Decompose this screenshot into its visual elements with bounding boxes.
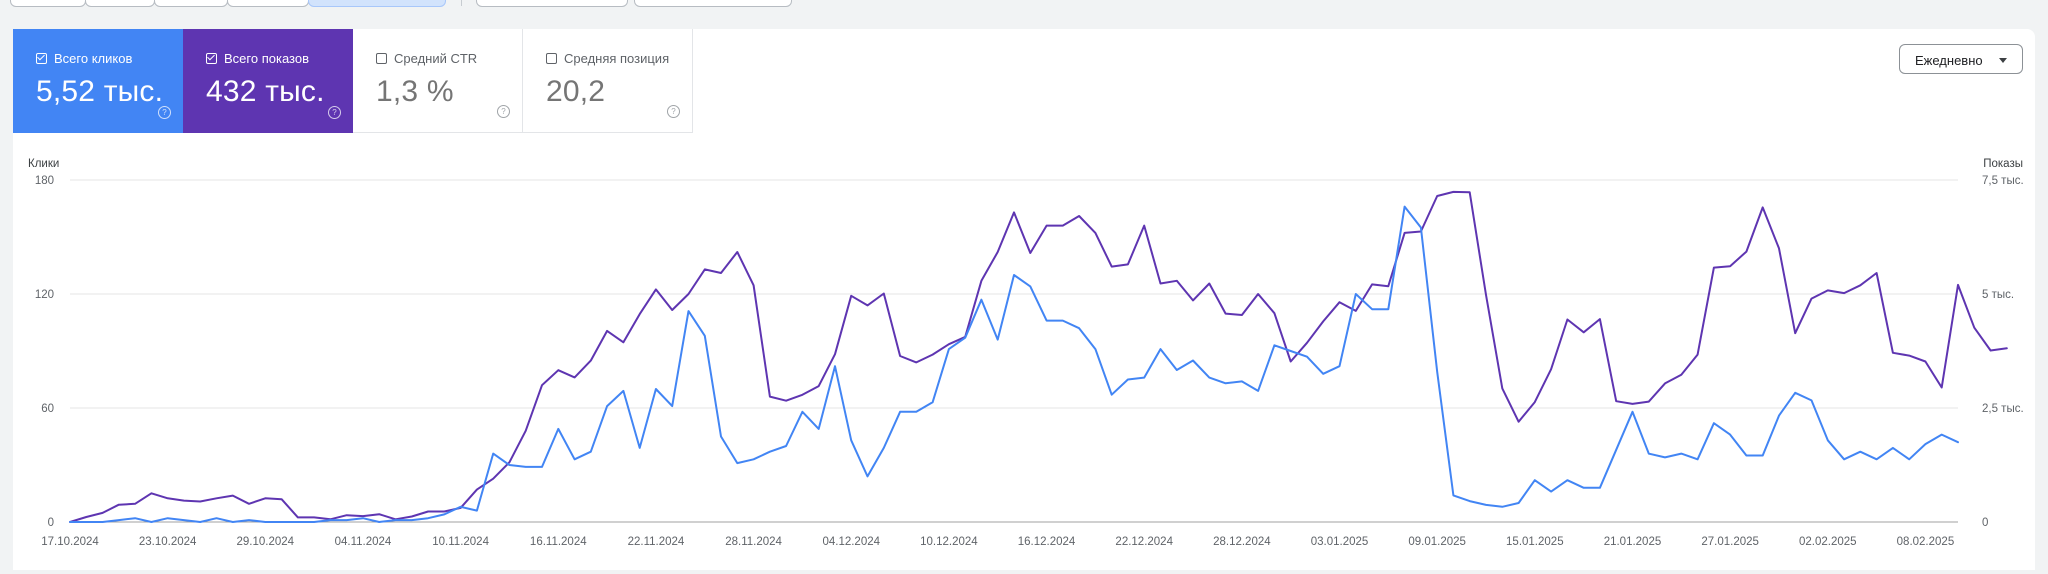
toolbar-divider <box>461 0 462 6</box>
y-right-tick-label: 7,5 тыс. <box>1982 175 2024 187</box>
y-right-axis-title: Показы <box>1983 158 2023 170</box>
metric-tile-impressions[interactable]: Всего показов 432 тыс. ? <box>183 29 353 133</box>
metric-value: 5,52 тыс. <box>36 75 164 108</box>
checkbox-checked-icon[interactable] <box>206 52 217 64</box>
x-tick-label: 09.01.2025 <box>1408 536 1466 548</box>
x-tick-label: 16.12.2024 <box>1018 536 1076 548</box>
x-tick-label: 29.10.2024 <box>237 536 295 548</box>
x-tick-label: 16.11.2024 <box>530 536 587 548</box>
x-tick-label: 28.11.2024 <box>725 536 782 548</box>
period-dropdown-label: Ежедневно <box>1915 53 1983 68</box>
x-tick-label: 27.01.2025 <box>1701 536 1759 548</box>
metric-value: 20,2 <box>546 75 606 108</box>
checkbox-checked-icon[interactable] <box>36 52 47 64</box>
top-toolbar-strip <box>0 0 2048 12</box>
performance-card: Всего кликов 5,52 тыс. ? Всего показов 4… <box>13 29 2035 570</box>
checkbox-unchecked-icon[interactable] <box>376 53 387 64</box>
y-left-tick-label: 180 <box>35 175 54 187</box>
y-right-tick-label: 2,5 тыс. <box>1982 403 2024 415</box>
y-left-tick-label: 0 <box>48 517 54 529</box>
x-tick-label: 04.12.2024 <box>822 536 880 548</box>
x-tick-label: 21.01.2025 <box>1604 536 1662 548</box>
metric-label: Всего показов <box>224 51 309 66</box>
metric-tile-position[interactable]: Средняя позиция 20,2 ? <box>523 29 693 133</box>
x-tick-label: 22.11.2024 <box>628 536 685 548</box>
checkbox-unchecked-icon[interactable] <box>546 53 557 64</box>
metric-label: Всего кликов <box>54 51 133 66</box>
clicks-series-line <box>69 205 1959 523</box>
x-tick-label: 02.02.2025 <box>1799 536 1857 548</box>
x-tick-label: 10.12.2024 <box>920 536 978 548</box>
x-tick-label: 15.01.2025 <box>1506 536 1564 548</box>
metric-value: 1,3 % <box>376 75 454 108</box>
period-dropdown[interactable]: Ежедневно <box>1899 44 2023 74</box>
help-icon[interactable]: ? <box>328 106 341 119</box>
x-tick-label: 03.01.2025 <box>1311 536 1369 548</box>
x-tick-label: 23.10.2024 <box>139 536 197 548</box>
x-tick-label: 22.12.2024 <box>1115 536 1173 548</box>
y-left-axis-title: Клики <box>28 158 59 170</box>
metric-tile-ctr[interactable]: Средний CTR 1,3 % ? <box>353 29 523 133</box>
caret-down-icon <box>1999 58 2007 63</box>
metric-value: 432 тыс. <box>206 75 325 108</box>
metric-tile-clicks[interactable]: Всего кликов 5,52 тыс. ? <box>13 29 183 133</box>
x-tick-label: 28.12.2024 <box>1213 536 1271 548</box>
x-tick-label: 08.02.2025 <box>1897 536 1955 548</box>
y-right-tick-label: 0 <box>1982 517 1988 529</box>
y-left-tick-label: 60 <box>41 403 54 415</box>
y-right-tick-label: 5 тыс. <box>1982 289 2014 301</box>
metric-label: Средняя позиция <box>564 51 670 66</box>
help-icon[interactable]: ? <box>158 106 171 119</box>
metric-label: Средний CTR <box>394 51 478 66</box>
x-tick-label: 04.11.2024 <box>335 536 392 548</box>
x-tick-label: 17.10.2024 <box>41 536 99 548</box>
x-tick-label: 10.11.2024 <box>432 536 489 548</box>
y-left-tick-label: 120 <box>35 289 54 301</box>
help-icon[interactable]: ? <box>497 105 510 118</box>
impressions-series-line <box>69 190 2008 523</box>
help-icon[interactable]: ? <box>667 105 680 118</box>
